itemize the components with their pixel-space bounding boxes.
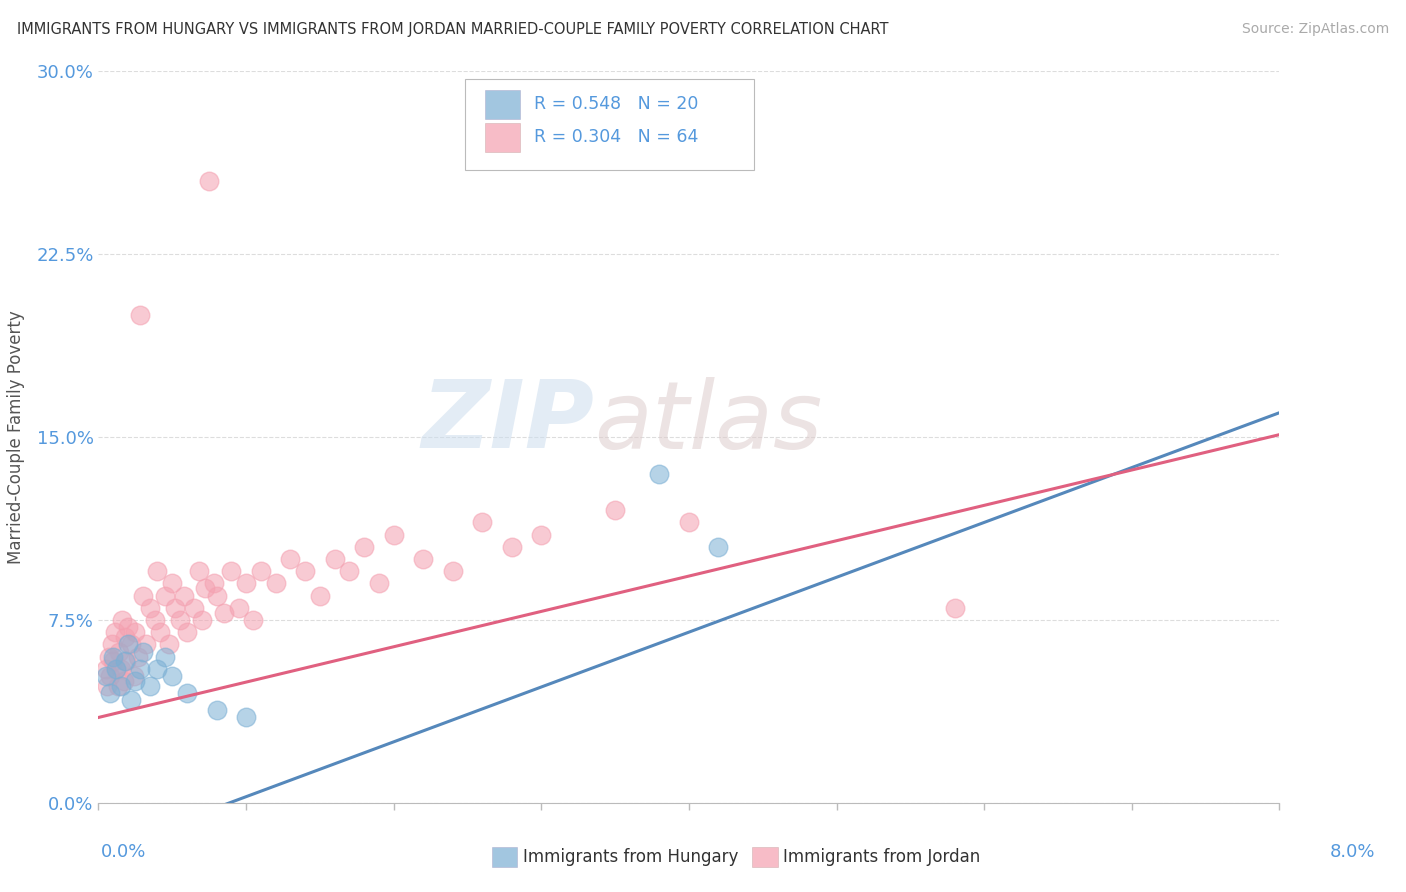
Point — [143, 613, 166, 627]
Point — [205, 703, 228, 717]
Text: atlas: atlas — [595, 377, 823, 468]
Point — [127, 649, 149, 664]
Point — [96, 679, 118, 693]
Point — [114, 630, 136, 644]
Text: IMMIGRANTS FROM HUNGARY VS IMMIGRANTS FROM JORDAN MARRIED-COUPLE FAMILY POVERTY : IMMIGRANTS FROM HUNGARY VS IMMIGRANTS FR… — [17, 22, 889, 37]
Point — [103, 654, 125, 668]
FancyBboxPatch shape — [485, 90, 520, 119]
Point — [353, 540, 375, 554]
Point — [100, 637, 122, 651]
Point — [128, 308, 150, 322]
Point — [169, 613, 191, 627]
Text: Source: ZipAtlas.com: Source: ZipAtlas.com — [1241, 22, 1389, 37]
Point — [176, 686, 198, 700]
Point — [221, 564, 243, 578]
Point — [94, 662, 117, 676]
Point — [648, 467, 671, 481]
Point — [235, 710, 257, 724]
Text: R = 0.304   N = 64: R = 0.304 N = 64 — [534, 128, 699, 146]
Point — [205, 589, 228, 603]
Point — [173, 589, 195, 603]
Point — [280, 552, 302, 566]
FancyBboxPatch shape — [485, 122, 520, 152]
Point — [146, 662, 169, 676]
Point — [105, 662, 128, 676]
Point — [242, 613, 264, 627]
Point — [250, 564, 273, 578]
Text: 0.0%: 0.0% — [101, 843, 146, 861]
Text: R = 0.548   N = 20: R = 0.548 N = 20 — [534, 95, 699, 113]
Point — [162, 576, 183, 591]
Point — [194, 581, 217, 595]
Point — [165, 600, 187, 615]
Point — [323, 552, 346, 566]
Point — [104, 625, 127, 640]
Point — [111, 613, 134, 627]
Point — [139, 679, 162, 693]
Point — [176, 625, 198, 640]
Point — [153, 649, 176, 664]
Point — [128, 662, 150, 676]
Point — [146, 564, 169, 578]
Point — [368, 576, 391, 591]
Point — [115, 654, 138, 668]
Point — [94, 669, 117, 683]
Point — [132, 589, 155, 603]
FancyBboxPatch shape — [464, 78, 754, 170]
Point — [187, 564, 209, 578]
Point — [157, 637, 180, 651]
Point — [441, 564, 464, 578]
Point — [162, 669, 183, 683]
Point — [191, 613, 214, 627]
Point — [149, 625, 172, 640]
Point — [97, 649, 120, 664]
Point — [124, 625, 146, 640]
Point — [153, 589, 176, 603]
Point — [135, 637, 157, 651]
Point — [103, 649, 125, 664]
Point — [471, 516, 494, 530]
Y-axis label: Married-Couple Family Poverty: Married-Couple Family Poverty — [7, 310, 25, 564]
Point — [110, 662, 132, 676]
Point — [98, 686, 121, 700]
Text: 8.0%: 8.0% — [1330, 843, 1375, 861]
Point — [139, 600, 162, 615]
Point — [107, 679, 129, 693]
Text: Immigrants from Hungary: Immigrants from Hungary — [523, 848, 738, 866]
Point — [198, 174, 221, 188]
Text: Immigrants from Jordan: Immigrants from Jordan — [783, 848, 980, 866]
Point — [117, 637, 139, 651]
Point — [110, 679, 132, 693]
Point — [943, 600, 966, 615]
Point — [120, 637, 142, 651]
Point — [183, 600, 205, 615]
Point — [132, 645, 155, 659]
Point — [117, 620, 139, 634]
Point — [105, 662, 128, 676]
Point — [309, 589, 332, 603]
Point — [108, 645, 131, 659]
Point — [382, 527, 405, 541]
Point — [120, 693, 142, 707]
Point — [412, 552, 434, 566]
Point — [501, 540, 523, 554]
Point — [339, 564, 361, 578]
Point — [678, 516, 700, 530]
Point — [530, 527, 553, 541]
Point — [112, 673, 135, 688]
Text: ZIP: ZIP — [422, 376, 595, 468]
Point — [124, 673, 146, 688]
Point — [264, 576, 287, 591]
Point — [228, 600, 250, 615]
Point — [212, 606, 235, 620]
Point — [707, 540, 730, 554]
Point — [114, 654, 136, 668]
Point — [202, 576, 225, 591]
Point — [98, 669, 121, 683]
Point — [605, 503, 627, 517]
Point — [122, 669, 145, 683]
Point — [235, 576, 257, 591]
Point — [294, 564, 316, 578]
